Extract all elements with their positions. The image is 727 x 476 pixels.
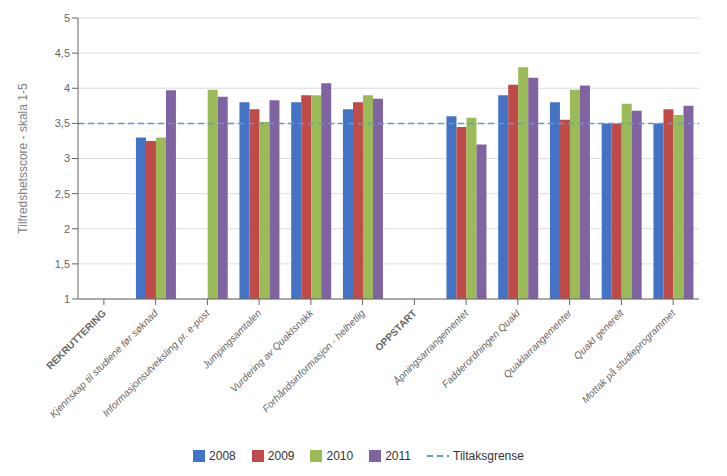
svg-text:Vurdering av QuakIsnakk: Vurdering av QuakIsnakk bbox=[228, 307, 316, 395]
html-text:2010: 2010 bbox=[326, 449, 354, 463]
svg-text:4: 4 bbox=[64, 82, 70, 94]
svg-text:5: 5 bbox=[64, 12, 70, 24]
svg-text:QuakI generelt: QuakI generelt bbox=[571, 307, 626, 362]
svg-text:Informasjonsutveksling pr. e-p: Informasjonsutveksling pr. e-post bbox=[100, 307, 212, 419]
svg-text:Quaklarrangementer: Quaklarrangementer bbox=[501, 307, 574, 380]
html-text:2011: 2011 bbox=[385, 449, 411, 463]
svg-text:3: 3 bbox=[64, 152, 70, 164]
svg-text:OPPSTART: OPPSTART bbox=[373, 307, 419, 353]
svg-text:Kjennskap til studiene før søk: Kjennskap til studiene før søknad bbox=[48, 307, 161, 420]
svg-text:Mottak på studieprogrammet: Mottak på studieprogrammet bbox=[580, 307, 679, 406]
svg-text:2,5: 2,5 bbox=[55, 188, 70, 200]
svg-text:3,5: 3,5 bbox=[55, 117, 70, 129]
svg-text:Åpningsarrangementet: Åpningsarrangementet bbox=[391, 307, 471, 387]
svg-text:Tilfredshetsscore - skala 1-5: Tilfredshetsscore - skala 1-5 bbox=[16, 83, 30, 234]
html-text:2009: 2009 bbox=[267, 449, 295, 463]
svg-text:1,5: 1,5 bbox=[55, 258, 70, 270]
svg-text:REKRUTTERING: REKRUTTERING bbox=[44, 307, 109, 372]
html-text:Tiltaksgrense: Tiltaksgrense bbox=[453, 449, 524, 463]
svg-text:Jumpingsamtalen: Jumpingsamtalen bbox=[200, 307, 264, 371]
svg-text:4,5: 4,5 bbox=[55, 47, 70, 59]
svg-text:Fadderordningen QuakI: Fadderordningen QuakI bbox=[439, 307, 523, 390]
svg-text:1: 1 bbox=[64, 293, 70, 305]
svg-text:Forhåndsinformasjon - helhetli: Forhåndsinformasjon - helhetlig bbox=[260, 307, 367, 414]
html-text:2008: 2008 bbox=[209, 449, 236, 463]
svg-text:2: 2 bbox=[64, 223, 70, 235]
